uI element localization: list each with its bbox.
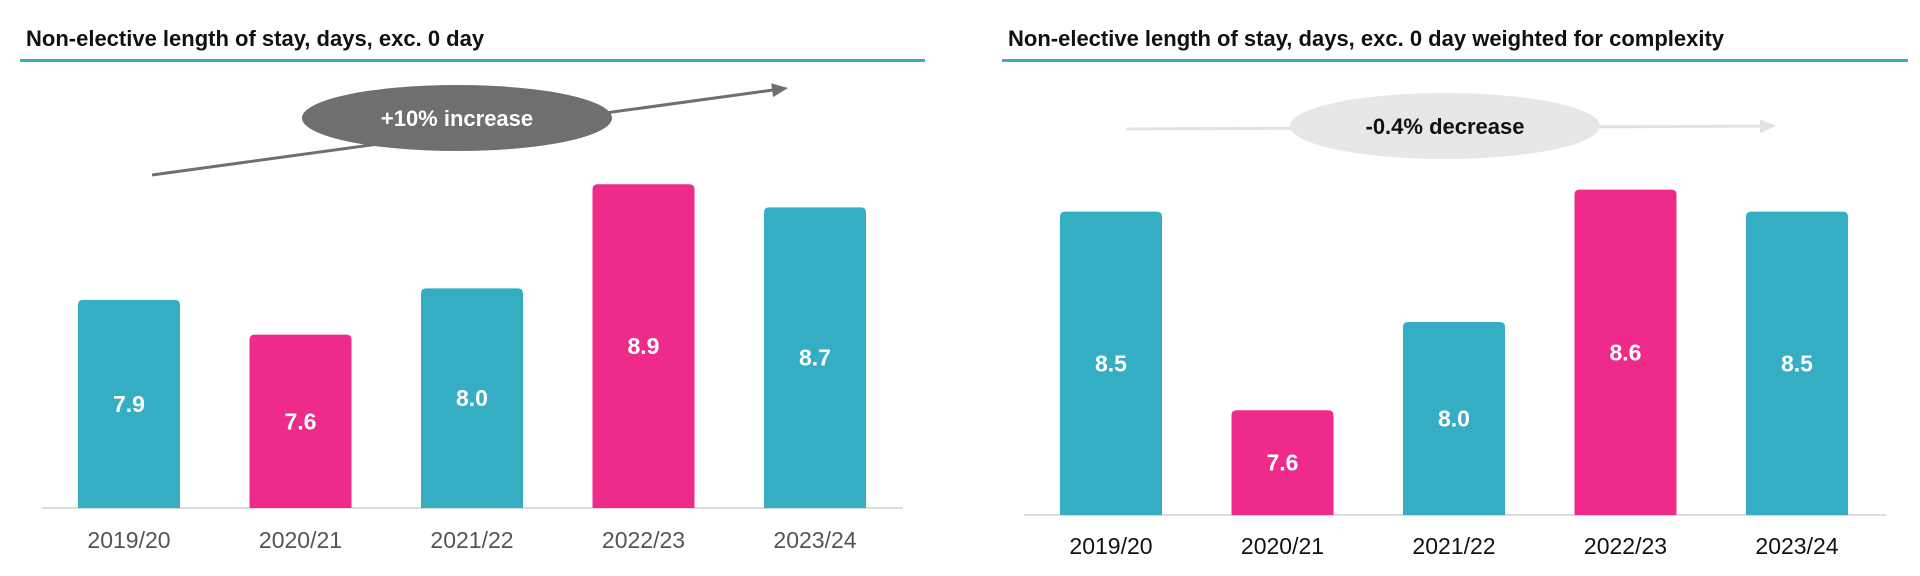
- bar-plot: 7.9 2019/20 7.6 2020/21 8.0 2021/22 8.9 2022/23…: [42, 83, 903, 553]
- x-tick-label: 2022/23: [1584, 533, 1667, 559]
- x-tick-label: 2019/20: [87, 527, 170, 553]
- bar-2023-24: [764, 207, 866, 508]
- data-label: 8.5: [1095, 350, 1127, 376]
- x-tick-label: 2021/22: [430, 527, 513, 553]
- trend-arrow-head: [1759, 119, 1776, 134]
- bar-2022-23: [592, 184, 695, 508]
- data-label: 7.6: [285, 408, 317, 434]
- data-label: 8.0: [456, 385, 488, 411]
- title-underline: [20, 59, 925, 62]
- bar-2021-22: [421, 288, 523, 508]
- data-label: 8.6: [1610, 339, 1642, 365]
- bar-2021-22: [1403, 321, 1505, 515]
- data-label: 8.0: [1438, 405, 1470, 431]
- x-tick-label: 2020/21: [259, 527, 342, 553]
- x-tick-label: 2023/24: [773, 527, 856, 553]
- bar-2020-21: [1231, 410, 1334, 515]
- chart-title: Non-elective length of stay, days, exc. …: [26, 26, 485, 51]
- data-label: 8.5: [1781, 350, 1813, 376]
- callout-bubble: [302, 85, 612, 151]
- bar-plot: 8.5 2019/20 7.6 2020/21 8.0 2021/22 8.6 2022/23…: [1024, 93, 1886, 559]
- data-label: 8.7: [799, 345, 831, 371]
- chart-title: Non-elective length of stay, days, exc. …: [1008, 26, 1725, 51]
- x-tick-label: 2023/24: [1755, 533, 1838, 559]
- x-tick-label: 2020/21: [1241, 533, 1324, 559]
- data-label: 7.9: [113, 391, 145, 417]
- bar-2020-21: [249, 334, 352, 508]
- trend-arrow-head: [771, 83, 788, 98]
- callout-text: +10% increase: [381, 106, 533, 131]
- bar-2019-20: [1060, 211, 1162, 515]
- x-tick-label: 2022/23: [602, 527, 685, 553]
- data-label: 8.9: [628, 333, 660, 359]
- bar-2019-20: [78, 299, 180, 508]
- callout-text: -0.4% decrease: [1366, 114, 1525, 139]
- x-tick-label: 2019/20: [1069, 533, 1152, 559]
- data-label: 7.6: [1267, 450, 1299, 476]
- chart-right: Non-elective length of stay, days, exc. …: [1002, 0, 1908, 576]
- title-underline: [1002, 59, 1908, 62]
- bar-2022-23: [1574, 189, 1677, 515]
- x-tick-label: 2021/22: [1412, 533, 1495, 559]
- callout-bubble: [1290, 93, 1600, 159]
- bar-2023-24: [1746, 211, 1848, 515]
- chart-left: Non-elective length of stay, days, exc. …: [20, 0, 925, 576]
